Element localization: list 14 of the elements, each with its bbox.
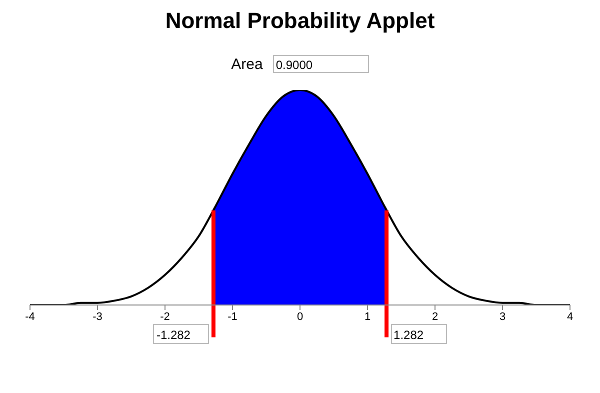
x-tick-label: 3 — [499, 310, 506, 323]
text-field: 1.282 — [390, 324, 447, 344]
x-tick-label: -4 — [25, 310, 35, 323]
x-tick-label: 0 — [296, 310, 304, 323]
x-tick-label: -3 — [92, 310, 102, 323]
x-tick-label: 4 — [566, 310, 574, 323]
x-tick-label: 1 — [364, 310, 371, 323]
x-tick-label: -2 — [160, 310, 170, 323]
chart-title: Normal Probability Applet — [164, 8, 436, 34]
text: Area — [231, 56, 263, 72]
text-field: -1.282 — [153, 324, 210, 344]
x-tick-label: 2 — [432, 310, 438, 323]
text-field: 0.9000 — [272, 55, 369, 73]
x-tick-label: -1 — [228, 310, 238, 323]
